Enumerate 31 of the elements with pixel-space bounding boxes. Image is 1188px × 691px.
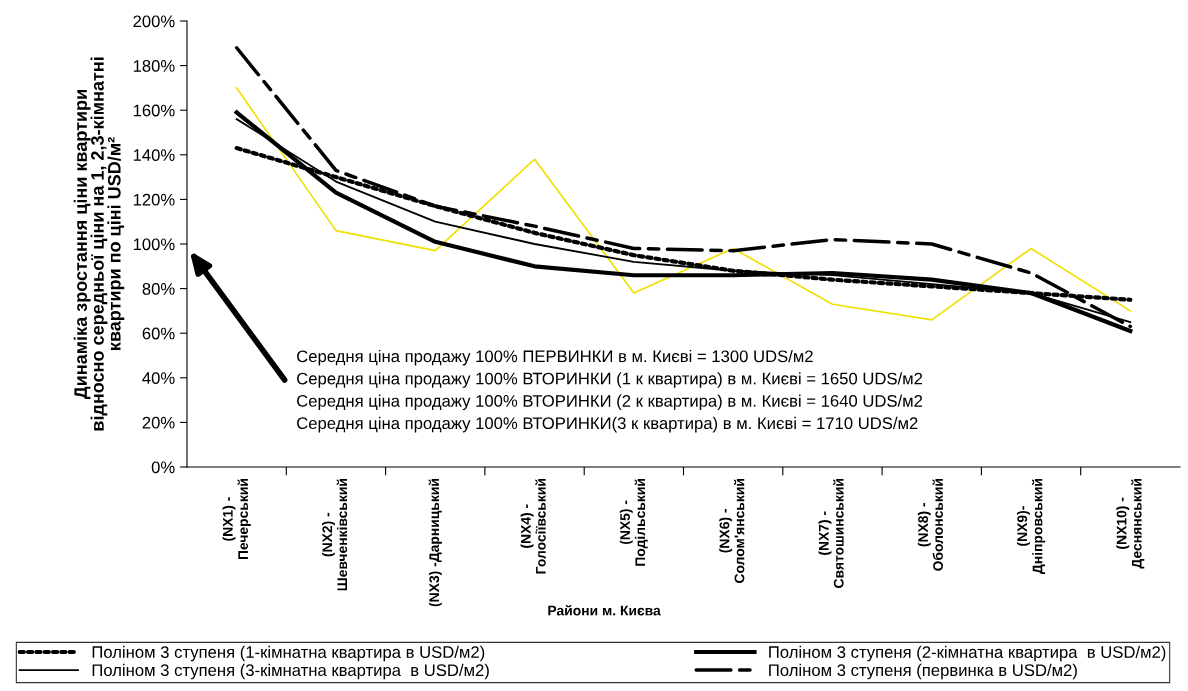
- legend-label: Поліном 3 ступеня (2-кімнатна квартира в USD/м2): [769, 645, 1166, 662]
- annotation: Середня ціна продажу 100% ПЕРВИНКИ в м. Києві = 1300 UDS/м2: [297, 349, 813, 366]
- annotation: Середня ціна продажу 100% ВТОРИНКИ (2 к квартира) в м. Києві = 1640 UDS/м2: [297, 394, 923, 411]
- x-tick-label: (NX2) - Шевченківський: [322, 479, 348, 591]
- annotation: Середня ціна продажу 100% ВТОРИНКИ (1 к квартира) в м. Києві = 1650 UDS/м2: [297, 372, 923, 388]
- legend-label: Поліном 3 ступеня (первинка в USD/м2): [769, 663, 1077, 680]
- x-tick-label: (NX1) - Печерський: [222, 479, 251, 560]
- y-tick-label: 40%: [142, 372, 175, 384]
- y-tick-label: 60%: [142, 327, 175, 340]
- x-tick-label: (NX9)- Дніпровський: [1016, 479, 1046, 574]
- y-tick-label: 160%: [133, 104, 175, 117]
- legend-label: Поліном 3 ступеня (1-кімнатна квартира в USD/м2): [92, 645, 485, 662]
- legend-label: Поліном 3 ступеня (3-кімнатна квартира в USD/м2): [92, 663, 489, 680]
- y-tick-label: 120%: [133, 193, 175, 206]
- y-tick-label: 20%: [142, 416, 175, 429]
- x-tick-label: (NX6) - Солом'янський: [719, 479, 745, 583]
- x-axis-title: Райони м. Києва: [548, 604, 661, 616]
- x-tick-label: (NX3) -Дарницький: [428, 479, 442, 607]
- y-tick-label: 200%: [133, 15, 175, 28]
- annotation: Середня ціна продажу 100% ВТОРИНКИ(3 к квартира) в м. Києві = 1710 UDS/м2: [297, 416, 918, 433]
- y-tick-label: 140%: [133, 149, 175, 161]
- x-tick-label: (NX7) - Святошинський: [818, 479, 844, 588]
- x-tick-label: (NX5) - Подільський: [619, 479, 648, 566]
- y-tick-label: 80%: [142, 283, 175, 295]
- y-tick-label: 100%: [133, 238, 175, 251]
- x-tick-label: (NX8) - Оболонський: [917, 479, 943, 571]
- x-tick-label: (NX10) - Деснянський: [1116, 479, 1145, 569]
- y-tick-label: 180%: [133, 60, 175, 72]
- x-tick-label: (NX4) - Голосіївський: [520, 479, 546, 574]
- y-tick-label: 0%: [151, 461, 175, 474]
- y-axis-title: Динаміка зростання ціни квартири відносно середньої ціни на 1, 2,3-кімнатні квартири по ціні USD/м²: [73, 57, 125, 431]
